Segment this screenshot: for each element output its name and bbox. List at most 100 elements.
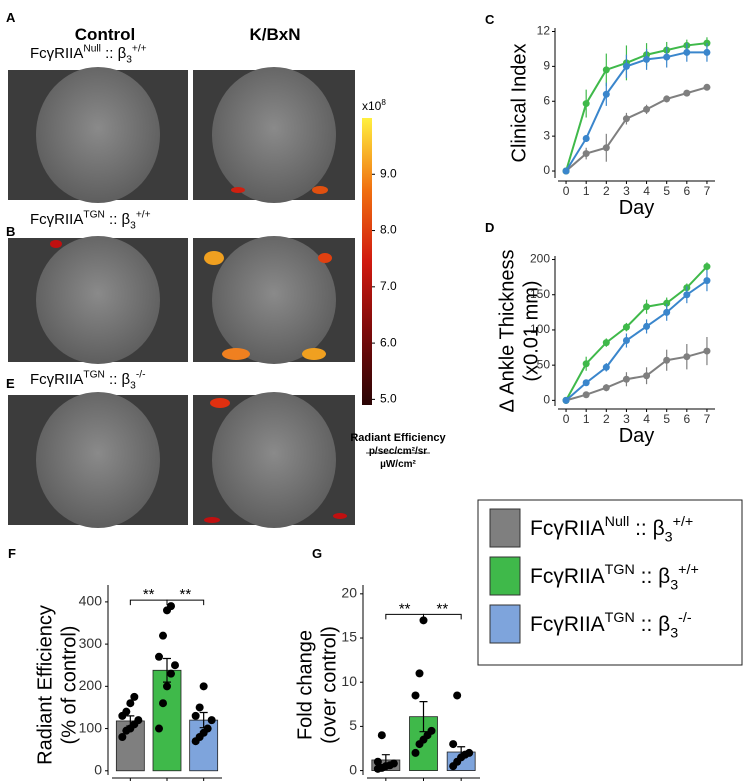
data-point [118, 733, 127, 741]
data-point [195, 703, 204, 712]
text-part: Null [83, 44, 101, 55]
data-point [465, 748, 474, 757]
y-tick-label: 0 [94, 761, 102, 777]
hotspot [222, 348, 250, 360]
point [622, 375, 630, 383]
mouse [36, 392, 160, 528]
data-point [159, 699, 167, 708]
hotspot [204, 517, 220, 523]
text-part: FcγRIIA [30, 371, 83, 388]
x-tick-label: 0 [563, 184, 570, 198]
point [582, 134, 590, 142]
text-part: 3 [130, 221, 136, 232]
series-line [565, 279, 708, 402]
text-part: FcγRIIA [530, 565, 605, 588]
x-tick-label: 7 [704, 184, 711, 198]
data-point [453, 691, 462, 700]
x-tick-label: 5 [663, 184, 670, 198]
x-tick-label: 2 [603, 412, 610, 426]
data-point [411, 748, 420, 757]
x-tick-label: 1 [583, 412, 590, 426]
legend-label: FcγRIIANull :: β3+/+ [530, 514, 693, 545]
y-axis-label: (% of control) [58, 626, 80, 745]
hotspot [302, 348, 326, 360]
row-label: FcγRIIATGN :: β3+/+ [30, 210, 151, 232]
significance-label: ** [143, 586, 155, 603]
text-part: TGN [605, 562, 635, 578]
text-part: +/+ [132, 44, 147, 55]
data-point [419, 616, 428, 625]
data-point [411, 691, 420, 700]
y-tick-label: 400 [79, 593, 103, 609]
text-part: -/- [136, 370, 146, 381]
hotspot [333, 513, 347, 519]
y-tick-label: 12 [537, 24, 551, 38]
point [622, 337, 630, 345]
point [602, 144, 610, 152]
significance-label: ** [436, 600, 448, 617]
data-point [377, 731, 386, 740]
point [663, 299, 671, 307]
colorbar-exponent: x108 [362, 98, 386, 113]
data-point [389, 759, 398, 768]
point [582, 100, 590, 108]
panel-label: D [485, 220, 494, 235]
series-line [565, 86, 708, 172]
panel-label: B [6, 224, 15, 239]
significance-label: ** [399, 600, 411, 617]
x-tick-label: 5 [663, 412, 670, 426]
y-axis-label: (over control) [318, 626, 340, 744]
x-tick-label: 3 [623, 184, 630, 198]
data-point [167, 602, 175, 611]
colorbar-label: µW/cm² [380, 459, 416, 470]
hotspot [204, 251, 224, 265]
x-tick-label: 7 [704, 412, 711, 426]
y-tick-label: 150 [530, 287, 550, 301]
legend-label: FcγRIIATGN :: β3+/+ [530, 562, 699, 593]
y-tick-label: 9 [543, 59, 550, 73]
point [582, 150, 590, 158]
point [643, 322, 651, 330]
text-part: 3 [126, 55, 132, 66]
text-part: :: β [635, 565, 670, 588]
mouse [36, 236, 160, 364]
colorbar-tick-label: 6.0 [380, 335, 397, 349]
colorbar-tick-label: 7.0 [380, 279, 397, 293]
point [643, 303, 651, 311]
text-part: TGN [83, 370, 105, 381]
y-tick-label: 200 [530, 252, 550, 266]
point [562, 396, 570, 404]
x-tick-label: 4 [643, 184, 650, 198]
data-point [163, 682, 171, 691]
mouse [212, 392, 336, 528]
text-part: :: β [635, 613, 670, 636]
legend-label: FcγRIIATGN :: β3-/- [530, 610, 692, 641]
text-part: :: β [629, 517, 664, 540]
point [602, 363, 610, 371]
row-label: FcγRIIANull :: β3+/+ [30, 44, 147, 66]
y-tick-label: 3 [543, 128, 550, 142]
significance-bracket [166, 599, 205, 606]
x-tick-label: 4 [643, 412, 650, 426]
point [683, 291, 691, 299]
data-point [207, 716, 216, 725]
text-part: +/+ [136, 210, 151, 221]
colorbar-label: p/sec/cm²/sr [369, 446, 427, 457]
mouse [212, 67, 336, 203]
data-point [155, 652, 163, 661]
y-tick-label: 15 [341, 629, 357, 645]
point [683, 89, 691, 97]
colorbar-tick-label: 9.0 [380, 166, 397, 180]
text-part: +/+ [678, 562, 699, 578]
y-axis-label: Fold change [294, 630, 316, 740]
y-tick-label: 10 [341, 673, 357, 689]
y-axis-label: Clinical Index [508, 44, 530, 163]
point [683, 353, 691, 361]
hotspot [318, 253, 332, 263]
colorbar-tick-label: 8.0 [380, 223, 397, 237]
y-axis-label: Radiant Efficiency [34, 605, 56, 765]
colorbar-tick-label: 5.0 [380, 392, 397, 406]
data-point [203, 724, 212, 733]
point [602, 90, 610, 98]
significance-label: ** [179, 586, 191, 603]
